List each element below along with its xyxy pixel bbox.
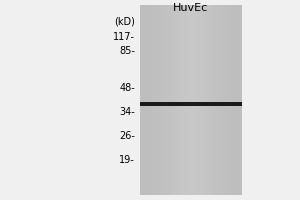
Text: 19-: 19- (119, 155, 135, 165)
Bar (140, 102, 242, 106)
Text: 34-: 34- (119, 107, 135, 117)
Bar (140, 5, 242, 195)
Text: 85-: 85- (119, 46, 135, 56)
Text: HuvEc: HuvEc (173, 3, 208, 13)
Text: 26-: 26- (119, 131, 135, 141)
Text: 48-: 48- (119, 83, 135, 93)
Text: (kD): (kD) (114, 17, 135, 27)
Text: 117-: 117- (113, 32, 135, 42)
